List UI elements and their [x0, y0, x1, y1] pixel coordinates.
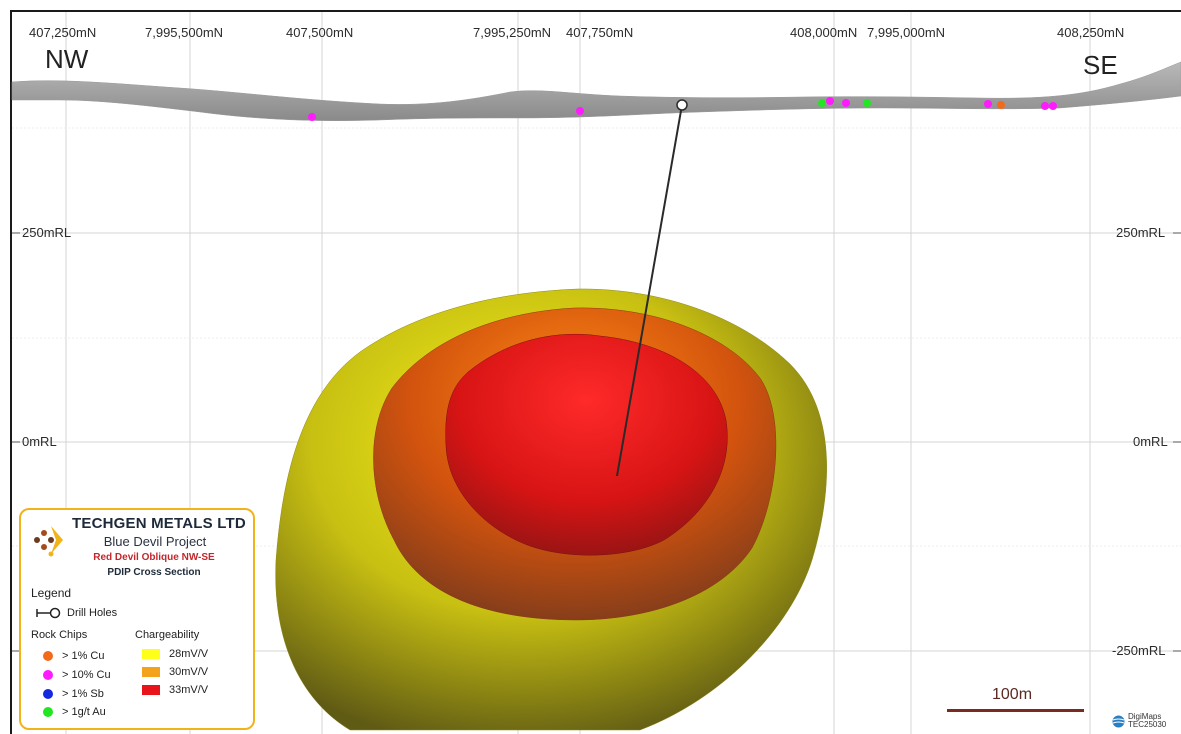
blue-dot-icon [43, 689, 53, 699]
rock-chip-cu10[interactable] [826, 97, 834, 105]
rl-250-right: 250mRL [1116, 225, 1166, 240]
chargeability-title: Chargeability [135, 629, 200, 641]
section-type: PDIP Cross Section [107, 567, 201, 578]
rock-cu1-label: > 1% Cu [62, 650, 105, 662]
elevation-ticks [12, 232, 1181, 652]
company-name: TECHGEN METALS LTD [72, 515, 246, 532]
charge-30-label: 30mV/V [169, 666, 209, 678]
rock-au-label: > 1g/t Au [62, 706, 106, 718]
tick-label-407250: 407,250mN [29, 25, 97, 40]
drill-holes-label: Drill Holes [67, 607, 118, 619]
direction-se-label: SE [1083, 50, 1118, 80]
rock-chips-title: Rock Chips [31, 629, 88, 641]
chargeability-shell-33 [445, 333, 728, 556]
legend-rock-au: > 1g/t Au [43, 706, 106, 718]
rock-sb-label: > 1% Sb [62, 688, 104, 700]
rock-chip-cu10[interactable] [308, 113, 316, 121]
orange-swatch-icon [142, 667, 160, 677]
rock-chip-samples [308, 97, 1057, 121]
rock-chip-cu10[interactable] [1041, 102, 1049, 110]
legend-rock-cu10: > 10% Cu [43, 669, 111, 681]
tick-label-7995250: 7,995,250mN [473, 25, 552, 40]
tick-label-407500: 407,500mN [286, 25, 354, 40]
yellow-swatch-icon [142, 649, 160, 659]
rock-chip-cu10[interactable] [842, 99, 850, 107]
rl-0-left: 0mRL [22, 434, 57, 449]
tick-label-408000: 408,000mN [790, 25, 858, 40]
rock-chip-cu10[interactable] [576, 107, 584, 115]
digimaps-brand: DigiMaps TEC25030 [1128, 713, 1166, 729]
rock-chip-au[interactable] [818, 99, 826, 107]
rock-chip-cu1[interactable] [997, 101, 1005, 109]
rl-0-right: 0mRL [1133, 434, 1168, 449]
scale-bar [947, 709, 1084, 712]
rl-250-left: 250mRL [22, 225, 72, 240]
scale-label: 100m [992, 686, 1033, 703]
orange-dot-icon [43, 651, 53, 661]
legend-panel: TECHGEN METALS LTD Blue Devil Project Re… [19, 508, 255, 730]
drill-hole-symbol-icon [36, 607, 61, 619]
red-swatch-icon [142, 685, 160, 695]
rock-chip-cu10[interactable] [1049, 102, 1057, 110]
rock-chip-au[interactable] [863, 99, 871, 107]
legend-charge-28: 28mV/V [142, 648, 208, 660]
legend-rock-cu1: > 1% Cu [43, 650, 105, 662]
map-frame [10, 10, 1181, 734]
globe-icon [1112, 715, 1125, 728]
legend-title: Legend [31, 586, 72, 600]
tick-label-408250: 408,250mN [1057, 25, 1125, 40]
legend-rock-sb: > 1% Sb [43, 688, 104, 700]
project-name: Blue Devil Project [103, 534, 207, 549]
digimaps-name: DigiMaps [1128, 712, 1162, 721]
green-dot-icon [43, 707, 53, 717]
map-code: TEC25030 [1128, 720, 1167, 729]
magenta-dot-icon [43, 670, 53, 680]
direction-nw-label: NW [45, 44, 89, 74]
legend-charge-30: 30mV/V [142, 666, 208, 678]
tick-label-7995000: 7,995,000mN [867, 25, 946, 40]
legend-drill-holes: Drill Holes [35, 607, 117, 619]
rock-cu10-label: > 10% Cu [62, 669, 111, 681]
charge-33-label: 33mV/V [169, 684, 209, 696]
legend-charge-33: 33mV/V [142, 684, 208, 696]
drill-hole-collar[interactable] [676, 99, 688, 111]
tick-label-407750: 407,750mN [566, 25, 634, 40]
terrain-surface [11, 61, 1181, 121]
section-name: Red Devil Oblique NW-SE [93, 552, 215, 563]
drill-hole-trace [616, 104, 683, 477]
tick-label-7995500: 7,995,500mN [145, 25, 224, 40]
charge-28-label: 28mV/V [169, 648, 209, 660]
techgen-logo-icon [34, 526, 63, 557]
rock-chip-cu10[interactable] [984, 100, 992, 108]
rl-minus250-right: -250mRL [1112, 643, 1166, 658]
